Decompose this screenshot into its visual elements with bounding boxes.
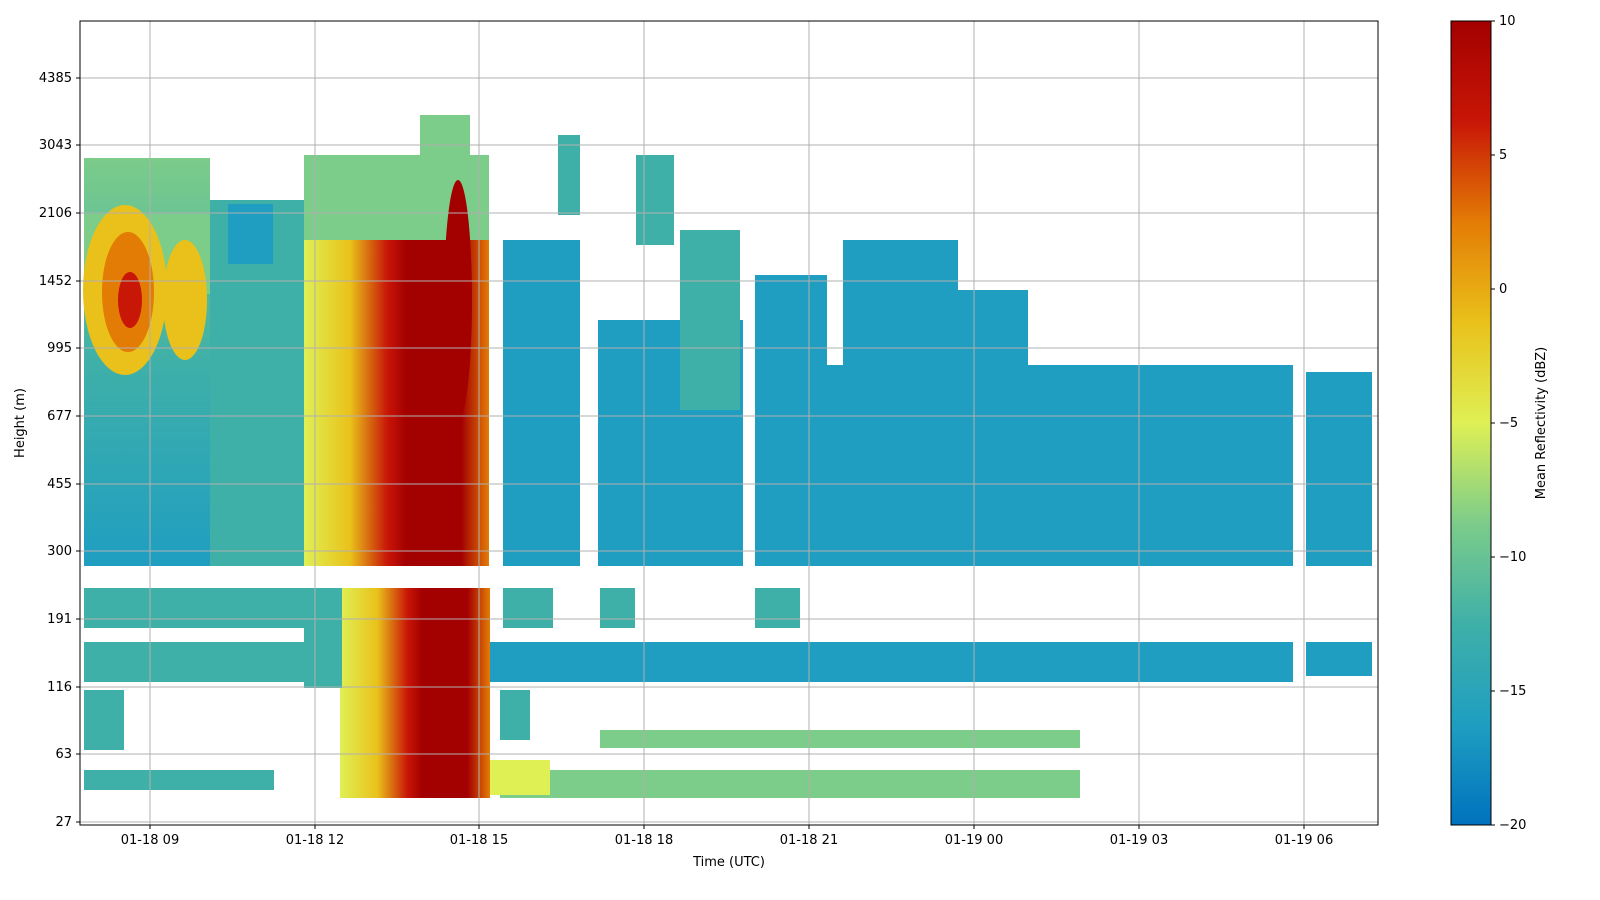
lower-layer-left [84,588,304,628]
strat-e [827,365,1293,566]
colorbar-gradient [1450,20,1492,826]
surface-echo-band [500,770,1080,798]
x-axis: 01-18 09 01-18 12 01-18 15 01-18 18 01-18 21… [121,825,1333,848]
y-tick-label: 27 [55,815,72,830]
lower-layer-b [600,588,635,628]
lower-layer-c [755,588,800,628]
colorbar-tick-label: −20 [1499,818,1526,833]
y-tick-label: 677 [47,409,72,424]
y-tick-label: 2106 [39,206,72,221]
x-tick-label: 01-19 06 [1275,833,1333,848]
reflectivity-field [83,115,1372,798]
plot-frame [79,20,1379,826]
y-axis: 27 63 116 191 300 455 677 995 1452 2106 3043 4385 [39,71,80,830]
strat-c [755,275,827,566]
lower-band-end [1306,642,1372,676]
lower-band-left [84,642,304,682]
y-tick-label: 300 [47,544,72,559]
isolated-cloud [636,155,674,245]
colorbar-ticks: 10 5 0 −5 −10 −15 −20 [1491,14,1526,833]
surface-left [84,770,274,790]
early-core-secondary [163,240,207,360]
x-tick-label: 01-18 18 [615,833,673,848]
y-tick-label: 3043 [39,138,72,153]
colorbar-tick-label: 0 [1499,282,1507,297]
strat-f [1306,372,1372,566]
x-tick-label: 01-19 00 [945,833,1003,848]
strat-e-top [958,290,1028,365]
cloud-notch [228,204,273,264]
lower-layer-a [503,588,553,628]
y-tick-label: 995 [47,341,72,356]
y-tick-label: 191 [47,612,72,627]
y-axis-label: Height (m) [13,388,28,458]
early-core-peak [118,272,142,328]
colorbar-tick-label: −5 [1499,416,1518,431]
x-tick-label: 01-18 21 [780,833,838,848]
colorbar-tick-label: −10 [1499,550,1526,565]
colorbar-tick-label: 10 [1499,14,1516,29]
grid-lines [80,21,1378,825]
x-tick-label: 01-18 09 [121,833,179,848]
strat-b-top [680,230,740,410]
colorbar: 10 5 0 −5 −10 −15 −20 Mean Reflectivity (dBZ) [1450,14,1549,833]
x-tick-label: 01-19 03 [1110,833,1168,848]
y-tick-label: 116 [47,680,72,695]
x-tick-label: 01-18 15 [450,833,508,848]
y-tick-label: 4385 [39,71,72,86]
colorbar-label: Mean Reflectivity (dBZ) [1534,347,1549,500]
surface-echo-bright [490,760,550,795]
lower-left-spot [84,690,124,750]
low-echo-band [600,730,1080,748]
colorbar-tick-label: −15 [1499,684,1526,699]
shaft-top-core [444,180,472,420]
y-tick-label: 1452 [39,274,72,289]
lower-band-right [490,642,1293,682]
lower-spot-a [500,690,530,740]
y-tick-label: 63 [55,747,72,762]
precip-shaft-lower [340,588,490,798]
strat-a [503,240,580,566]
y-tick-label: 455 [47,477,72,492]
shaft-side-low [304,588,342,688]
shaft-top [420,115,470,165]
x-tick-label: 01-18 12 [286,833,344,848]
isolated-column [558,135,580,215]
colorbar-tick-label: 5 [1499,148,1507,163]
x-axis-label: Time (UTC) [692,855,765,870]
